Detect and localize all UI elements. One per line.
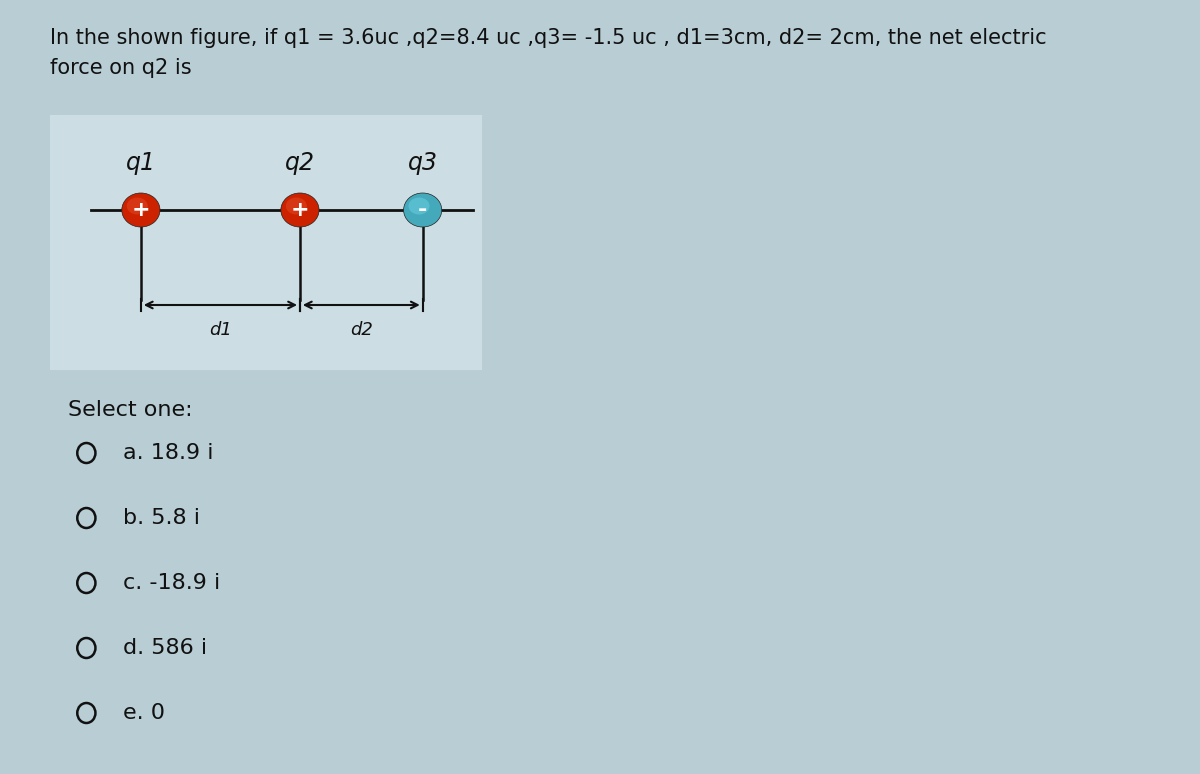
Text: +: +	[290, 200, 310, 220]
Text: b. 5.8 i: b. 5.8 i	[122, 508, 199, 528]
Ellipse shape	[403, 193, 442, 227]
Text: d. 586 i: d. 586 i	[122, 638, 206, 658]
Text: q3: q3	[408, 151, 438, 175]
Text: force on q2 is: force on q2 is	[50, 58, 192, 78]
Ellipse shape	[281, 193, 319, 227]
Ellipse shape	[122, 193, 160, 227]
Text: e. 0: e. 0	[122, 703, 164, 723]
Text: -: -	[418, 200, 427, 220]
Text: In the shown figure, if q1 = 3.6uc ,q2=8.4 uc ,q3= -1.5 uc , d1=3cm, d2= 2cm, th: In the shown figure, if q1 = 3.6uc ,q2=8…	[50, 28, 1046, 48]
Text: Select one:: Select one:	[68, 400, 193, 420]
Text: q1: q1	[126, 151, 156, 175]
Ellipse shape	[408, 197, 430, 214]
Text: d1: d1	[209, 321, 232, 339]
Text: q2: q2	[284, 151, 314, 175]
Ellipse shape	[286, 197, 307, 214]
Text: d2: d2	[350, 321, 373, 339]
Text: a. 18.9 i: a. 18.9 i	[122, 443, 214, 463]
Bar	[50, 115, 481, 370]
Ellipse shape	[127, 197, 148, 214]
Text: +: +	[132, 200, 150, 220]
Text: c. -18.9 i: c. -18.9 i	[122, 573, 220, 593]
